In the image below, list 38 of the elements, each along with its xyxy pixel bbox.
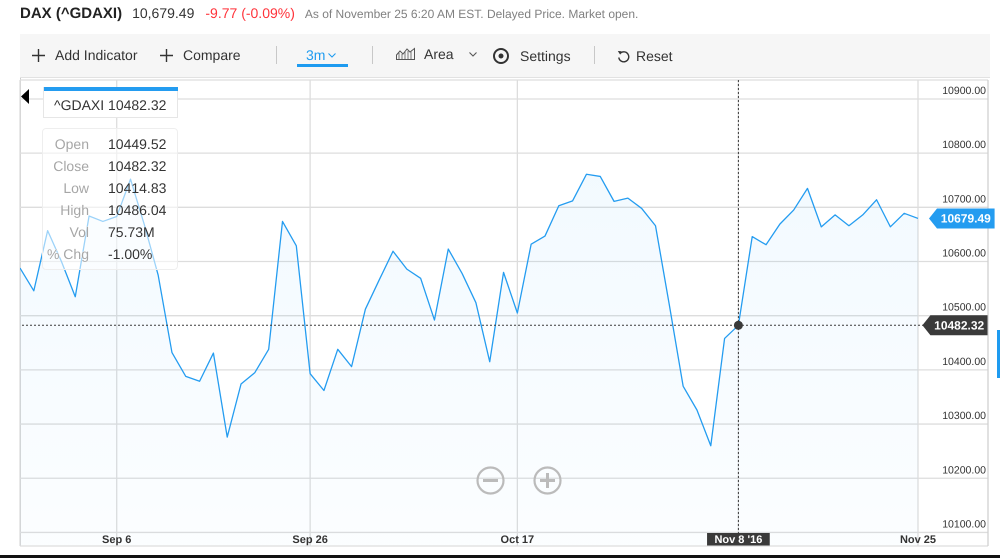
- y-tick-label: 10500.00: [942, 302, 986, 314]
- annotation: 10414.83: [108, 180, 166, 196]
- y-tick-label: 10300.00: [942, 410, 986, 422]
- text: 10,679.49: [132, 5, 194, 21]
- y-tick-label: 10600.00: [942, 248, 986, 260]
- y-tick-label: 10100.00: [942, 518, 986, 530]
- text: Reset: [636, 48, 673, 64]
- annotation: Low: [63, 180, 89, 196]
- annotation: 10482.32: [108, 97, 166, 113]
- annotation: 10679.49: [940, 211, 992, 226]
- x-tick-label: Nov 25: [900, 534, 936, 546]
- annotation: Close: [53, 158, 89, 174]
- annotation: 75.73M: [108, 224, 155, 240]
- text: As of November 25 6:20 AM EST. Delayed Price. Market open.: [304, 7, 638, 21]
- y-tick-label: 10400.00: [942, 356, 986, 368]
- annotation: 10449.52: [108, 136, 166, 152]
- y-tick-label: 10200.00: [942, 464, 986, 476]
- annotation: 10482.32: [108, 158, 166, 174]
- text: Area: [424, 46, 454, 62]
- y-tick-label: 10700.00: [942, 193, 986, 206]
- legend-label: ^GDAXI: [54, 97, 104, 113]
- x-tick-label: Nov 8 '16: [714, 534, 762, 546]
- chart-title: DAX (^GDAXI): [20, 5, 122, 22]
- ref-line-label: 10482.32: [934, 318, 985, 332]
- annotation: High: [60, 202, 89, 218]
- x-tick-label: Oct 17: [500, 534, 534, 546]
- text: 3m: [306, 47, 326, 63]
- text: Compare: [183, 47, 241, 63]
- text: -9.77 (-0.09%): [205, 5, 295, 21]
- x-tick-label: Sep 6: [102, 534, 132, 546]
- annotation: 10486.04: [108, 202, 166, 218]
- y-tick-label: 10900.00: [942, 84, 986, 97]
- annotation: Open: [54, 136, 89, 152]
- x-tick-label: Sep 26: [292, 534, 328, 546]
- text: Add Indicator: [55, 47, 138, 63]
- text: Settings: [520, 48, 571, 64]
- annotation: -1.00%: [108, 246, 152, 262]
- y-tick-label: 10800.00: [942, 139, 986, 152]
